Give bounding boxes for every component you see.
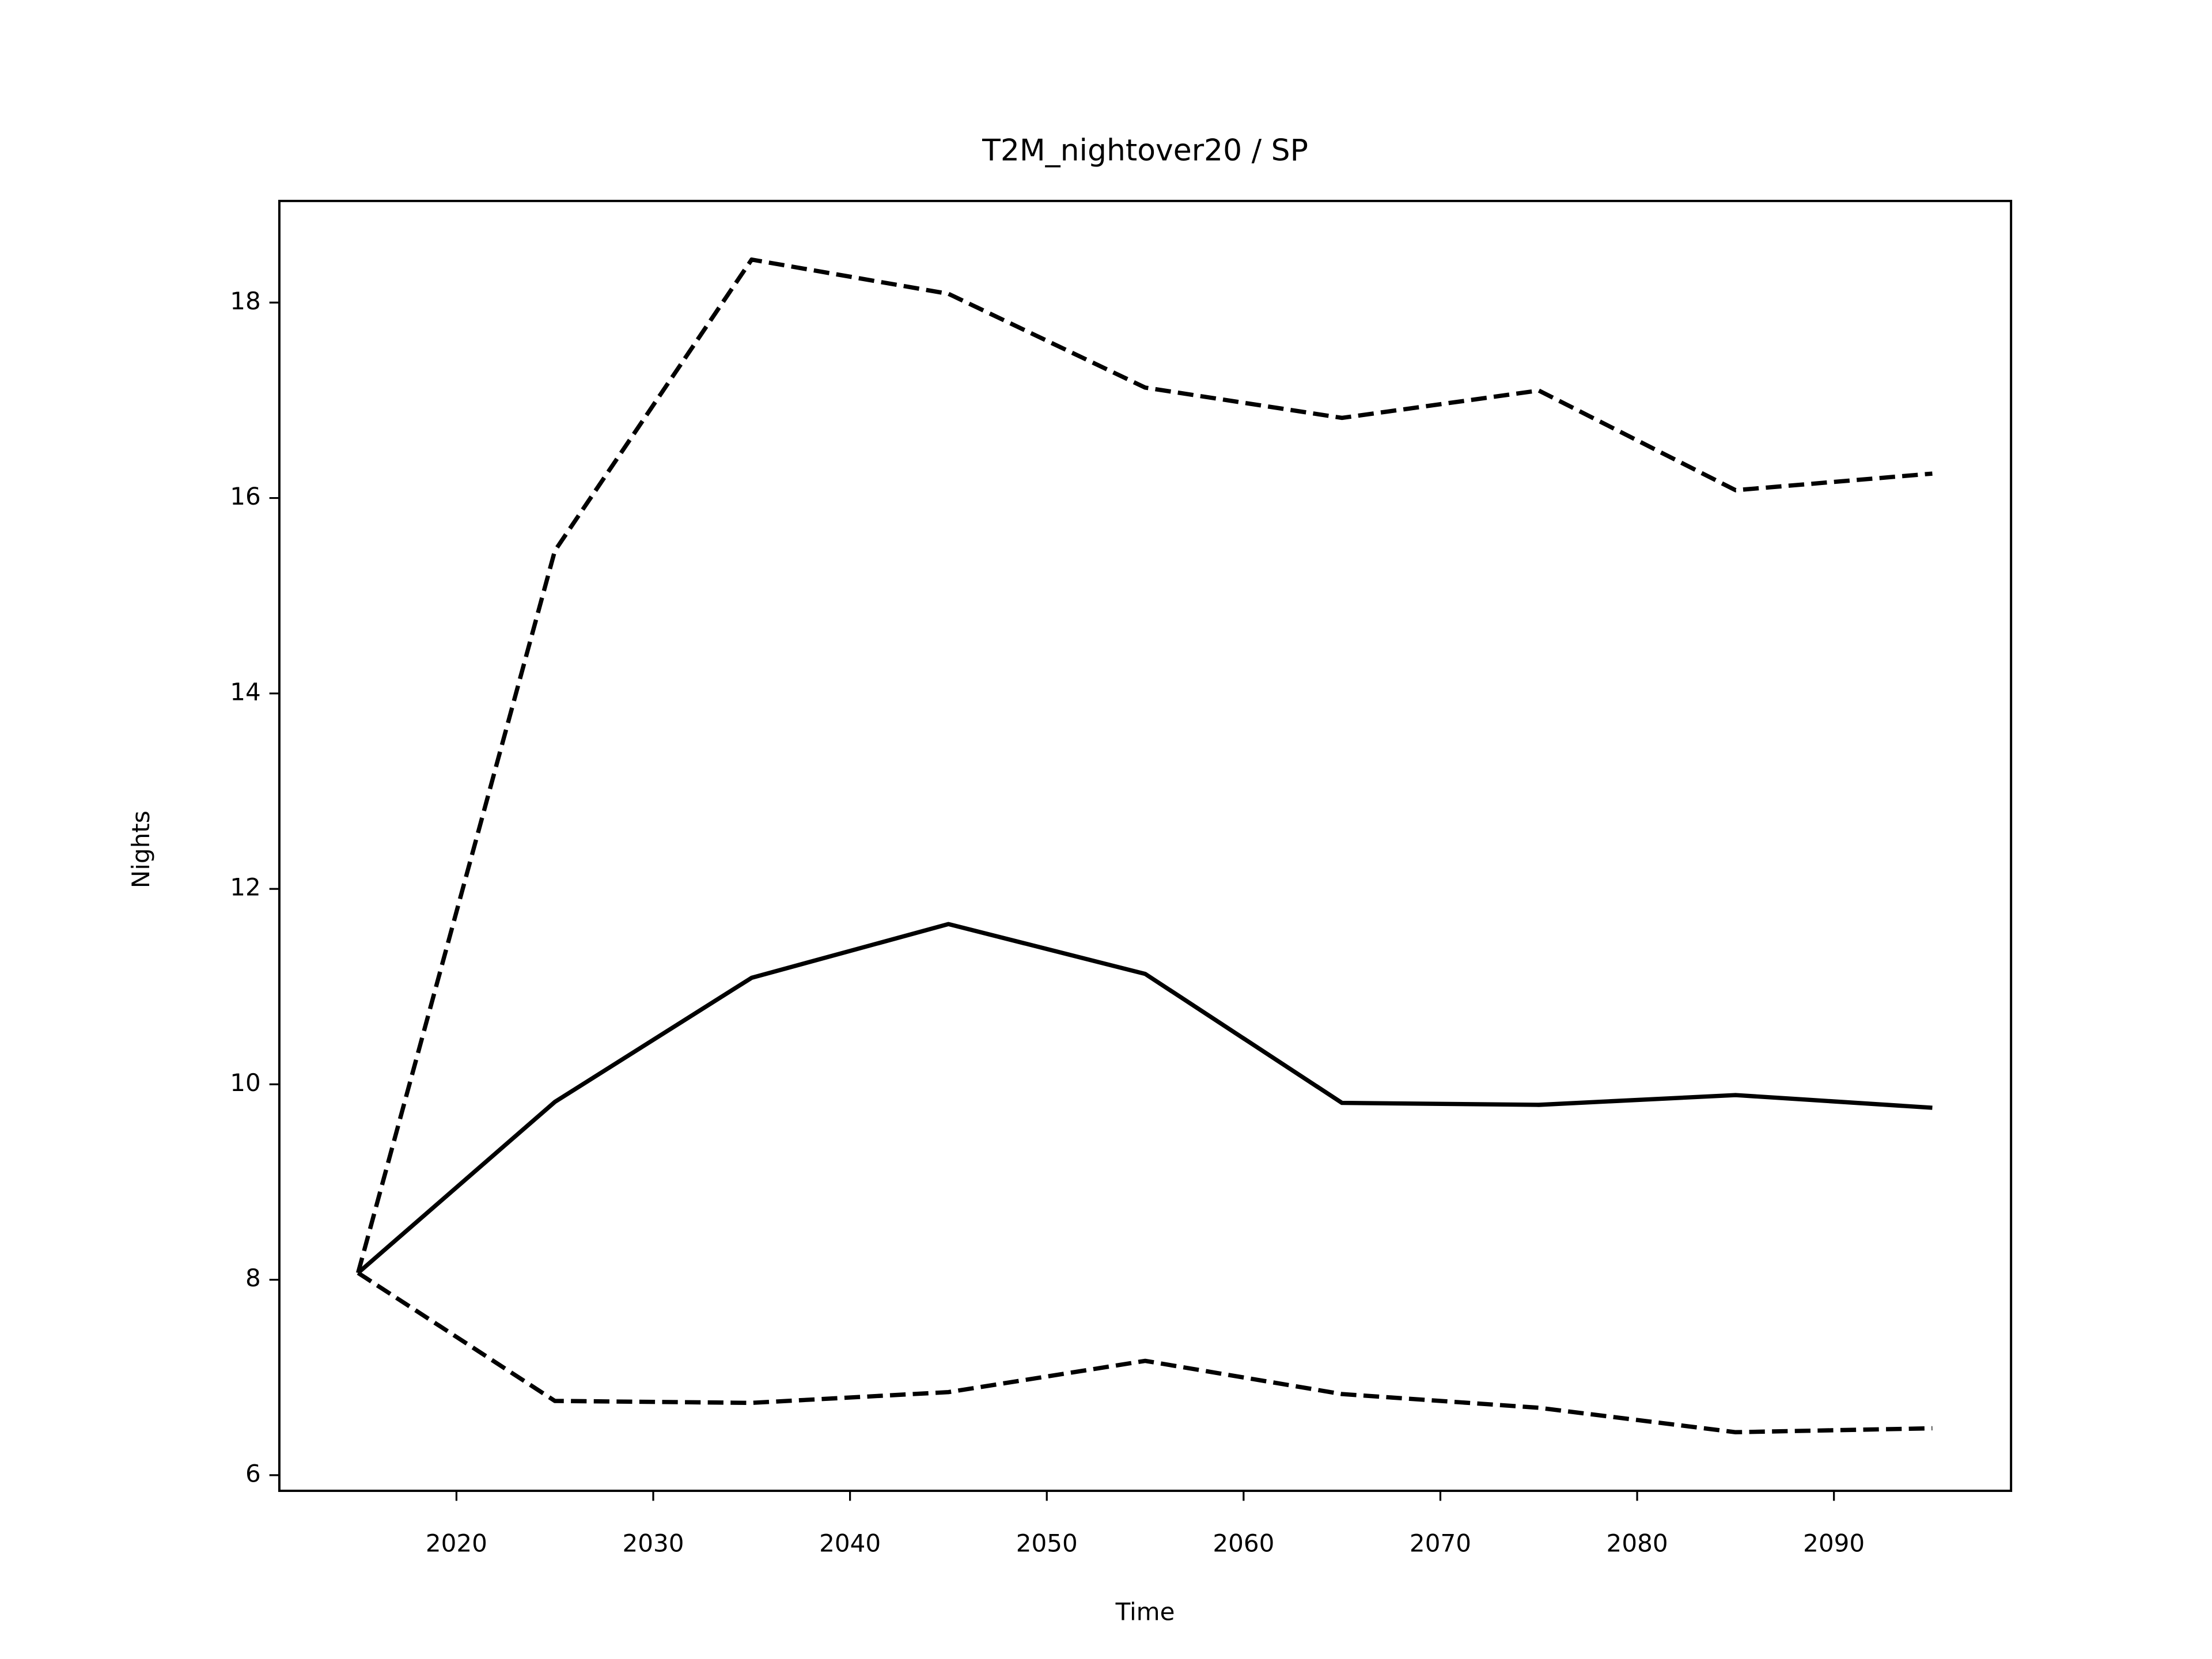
y-axis-label: Nights [127,810,155,888]
y-tick-label: 8 [245,1264,261,1292]
x-tick-label: 2020 [426,1529,487,1558]
x-tick-label: 2050 [1016,1529,1078,1558]
line-series [356,257,1933,1274]
y-tick-label: 12 [230,873,261,902]
y-tick-label: 14 [230,677,261,706]
x-tick-label: 2060 [1213,1529,1274,1558]
y-tick-label: 10 [230,1069,261,1097]
line-series [357,922,1933,1275]
y-tick-label: 16 [230,482,261,510]
line-series [357,1271,1933,1434]
y-tick-label: 18 [230,287,261,315]
x-tick-label: 2080 [1607,1529,1668,1558]
y-tick-label: 6 [245,1459,261,1487]
plot-frame [278,199,2013,1493]
chart-title: T2M_nightover20 / SP [982,134,1308,168]
x-tick-label: 2040 [819,1529,881,1558]
x-tick-label: 2090 [1803,1529,1865,1558]
x-axis-label: Time [1115,1597,1175,1626]
x-tick-label: 2070 [1410,1529,1471,1558]
x-tick-label: 2030 [623,1529,684,1558]
